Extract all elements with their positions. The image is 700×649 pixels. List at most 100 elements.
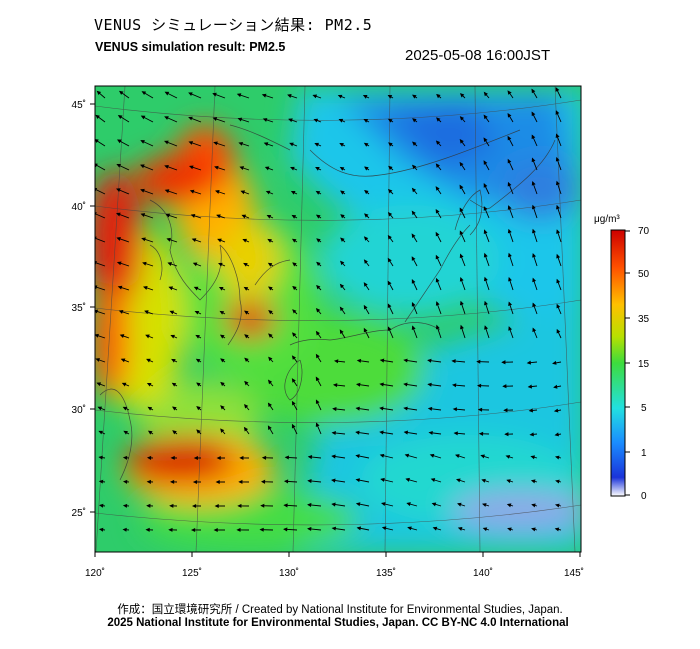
wind-arrowhead xyxy=(331,478,336,483)
wind-arrowhead xyxy=(483,183,488,188)
wind-arrowhead xyxy=(189,189,195,194)
wind-arrowhead xyxy=(263,142,269,147)
wind-arrowhead xyxy=(121,382,127,387)
wind-arrowhead xyxy=(217,238,222,243)
wind-arrowhead xyxy=(459,138,464,144)
wind-arrowhead xyxy=(220,358,225,363)
wind-arrowhead xyxy=(95,114,100,119)
wind-arrowhead xyxy=(527,384,533,389)
wind-arrowhead xyxy=(214,165,219,170)
wind-arrowhead xyxy=(239,166,245,171)
axis-ticks xyxy=(90,103,581,557)
wind-arrowhead xyxy=(140,115,146,120)
wind-arrowhead xyxy=(412,118,417,123)
wind-arrowhead xyxy=(404,453,410,458)
wind-arrowhead xyxy=(332,407,337,412)
wind-arrowhead xyxy=(504,432,509,437)
wind-arrowhead xyxy=(482,527,488,532)
wind-arrowhead xyxy=(531,111,536,117)
wind-arrowhead xyxy=(140,164,145,169)
wind-arrowhead xyxy=(553,384,558,389)
lon-tick-120: 120˚ xyxy=(85,567,105,579)
wind-arrowhead xyxy=(379,453,385,458)
wind-arrowhead xyxy=(483,160,488,165)
wind-arrowhead xyxy=(435,231,440,237)
wind-arrowhead xyxy=(172,406,177,411)
concentration-field xyxy=(95,86,581,552)
wind-arrowhead xyxy=(331,454,336,459)
wind-arrowhead xyxy=(168,527,173,532)
wind-arrowhead xyxy=(507,113,512,118)
wind-arrowhead xyxy=(243,426,249,432)
credit-created-by: 作成：国立環境研究所 / Created by National Institu… xyxy=(117,604,563,616)
wind-arrowhead xyxy=(290,191,296,195)
wind-arrowhead xyxy=(427,382,432,387)
wind-arrowhead xyxy=(268,286,273,291)
wind-arrowhead xyxy=(265,190,271,195)
wind-arrowhead xyxy=(192,479,198,485)
lat-tick-25: 25˚ xyxy=(72,507,86,519)
wind-arrowhead xyxy=(529,432,534,437)
wind-arrowhead xyxy=(315,422,320,427)
wind-arrowhead xyxy=(411,210,416,216)
wind-arrowhead xyxy=(455,454,460,459)
coastlines xyxy=(99,124,556,481)
wind-arrowhead xyxy=(165,213,171,218)
wind-arrowhead xyxy=(459,230,464,235)
wind-arrowhead xyxy=(261,479,266,484)
wind-arrowhead xyxy=(190,527,196,533)
wind-arrowhead xyxy=(379,358,385,363)
wind-arrowhead xyxy=(555,133,560,138)
wind-arrowhead xyxy=(507,90,512,95)
wind-arrowhead xyxy=(476,359,481,364)
wind-arrowhead xyxy=(483,252,488,258)
wind-arrowhead xyxy=(307,479,312,484)
lat-tick-40: 40˚ xyxy=(72,201,86,213)
wind-arrowhead xyxy=(332,383,338,388)
wind-arrowhead xyxy=(556,328,561,334)
wind-arrowhead xyxy=(190,213,196,218)
wind-arrowhead xyxy=(411,256,416,261)
wind-arrowhead xyxy=(481,503,487,507)
wind-arrowhead xyxy=(307,455,313,460)
wind-arrowhead xyxy=(267,262,273,267)
wind-arrowhead xyxy=(556,229,561,234)
wind-arrowhead xyxy=(122,406,128,411)
wind-arrowhead xyxy=(532,302,537,308)
wind-arrowhead xyxy=(503,408,508,413)
wind-arrowhead xyxy=(340,237,345,242)
wind-arrowhead xyxy=(268,333,273,338)
wind-arrowhead xyxy=(146,455,152,460)
wind-arrowhead xyxy=(555,479,560,484)
colorbar-tick-50: 50 xyxy=(638,269,650,280)
wind-arrowhead xyxy=(531,204,536,210)
wind-arrowhead xyxy=(141,237,146,242)
wind-arrowhead xyxy=(531,527,536,532)
wind-arrowhead xyxy=(459,116,465,121)
wind-arrowhead xyxy=(554,527,560,532)
wind-arrowhead xyxy=(118,90,124,95)
wind-arrowhead xyxy=(167,262,173,267)
wind-arrowhead xyxy=(291,423,296,429)
wind-arrowhead xyxy=(237,503,242,508)
colorbar-gradient xyxy=(610,229,626,497)
wind-arrowhead xyxy=(116,261,122,266)
colorbar-tick-0: 0 xyxy=(641,491,647,502)
wind-arrowhead xyxy=(239,455,244,461)
wind-arrowhead xyxy=(117,115,123,120)
wind-arrowhead xyxy=(331,431,336,435)
wind-arrowhead xyxy=(191,503,197,509)
wind-arrowhead xyxy=(98,527,104,532)
wind-arrowhead xyxy=(261,93,267,98)
wind-arrowhead xyxy=(141,91,147,96)
wind-arrowhead xyxy=(355,406,360,411)
wind-arrowhead xyxy=(363,119,369,123)
wind-arrowhead xyxy=(531,503,536,508)
wind-arrowhead xyxy=(164,140,169,145)
wind-arrowhead xyxy=(459,207,464,213)
wind-arrowhead xyxy=(555,156,560,162)
wind-arrowhead xyxy=(435,254,440,260)
wind-arrowhead xyxy=(244,310,249,315)
wind-arrowhead xyxy=(316,238,321,243)
wind-arrowhead xyxy=(556,204,560,210)
